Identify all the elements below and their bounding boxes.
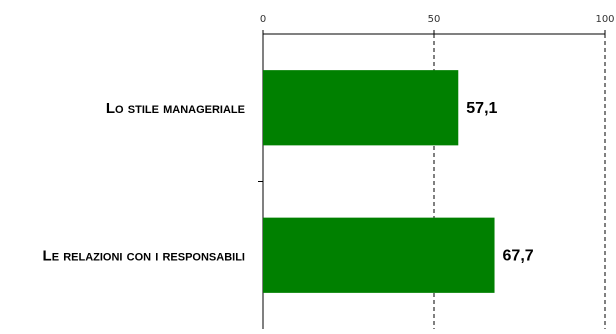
bar-1 — [263, 70, 459, 146]
value-label-1: 57,1 — [466, 100, 497, 117]
x-tick-label: 0 — [260, 14, 266, 25]
x-tick-label: 100 — [595, 14, 614, 25]
bar-2 — [263, 217, 495, 293]
labels: 57,1 Lo stile manageriale 67,7 Le relazioni… — [43, 100, 534, 265]
category-label-1: Lo stile manageriale — [106, 100, 245, 117]
bars — [263, 70, 495, 293]
category-label-2: Le relazioni con i responsabili — [43, 247, 245, 264]
value-label-2: 67,7 — [503, 247, 534, 264]
x-tick-label: 50 — [428, 14, 441, 25]
